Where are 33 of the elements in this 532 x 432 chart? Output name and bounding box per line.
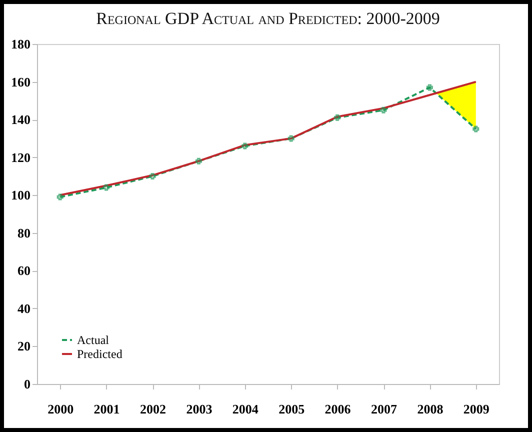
- x-tick-label: 2001: [94, 402, 120, 416]
- point: [288, 135, 294, 142]
- y-tick-label: 60: [18, 263, 30, 278]
- point: [149, 172, 156, 180]
- y-tick-label: 80: [18, 225, 30, 240]
- y-tick-label: 40: [18, 300, 30, 316]
- point: [242, 142, 248, 150]
- chart-title: Regional GDP Actual and Predicted: 2000-2009: [96, 9, 440, 28]
- y-tick-label: 180: [11, 36, 30, 52]
- x-tick-label: 2000: [48, 402, 74, 416]
- x-tick-label: 2009: [463, 402, 490, 416]
- point: [195, 158, 202, 164]
- x-tick-label: 2004: [232, 402, 259, 416]
- y-tick-label: 0: [24, 376, 30, 392]
- y-tick-label: 100: [11, 188, 30, 203]
- y-tick-label: 160: [11, 74, 30, 90]
- x-tick-label: 2005: [278, 402, 306, 416]
- x-tick-label: 2002: [140, 402, 166, 416]
- point: [426, 84, 433, 91]
- y-tick-label: 140: [11, 112, 30, 128]
- legend-label: Predicted: [77, 347, 122, 361]
- point: [472, 126, 480, 132]
- point: [380, 106, 387, 114]
- x-tick-label: 2007: [371, 402, 398, 416]
- point: [334, 114, 341, 121]
- y-tick-label: 20: [18, 338, 30, 354]
- legend-label: Actual: [77, 333, 110, 347]
- point: [103, 184, 110, 191]
- x-tick-label: 2003: [186, 402, 213, 416]
- x-tick-label: 2006: [324, 402, 352, 416]
- point: [56, 194, 64, 200]
- y-tick-label: 120: [11, 150, 30, 165]
- x-tick-label: 2008: [417, 402, 444, 416]
